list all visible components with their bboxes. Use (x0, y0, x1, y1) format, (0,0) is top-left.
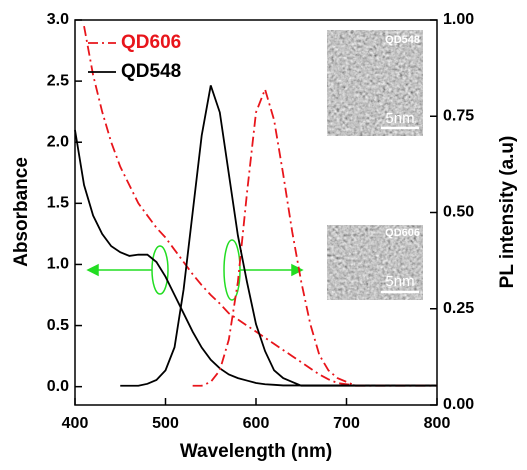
inset-label: QD606 (385, 227, 420, 239)
y-tick-label: 0.5 (47, 317, 69, 334)
x-tick-label: 500 (152, 415, 179, 432)
scale-label: 5nm (385, 273, 414, 290)
legend-label: QD606 (121, 32, 181, 53)
y2-tick-label: 0.50 (443, 204, 474, 221)
ellipse (152, 246, 168, 294)
y-tick-label: 2.0 (47, 133, 69, 150)
y2-tick-label: 0.00 (443, 396, 474, 413)
y-tick-label: 1.0 (47, 256, 69, 273)
x-tick-label: 800 (424, 415, 451, 432)
x-tick-label: 700 (333, 415, 360, 432)
y2-tick-label: 1.00 (443, 11, 474, 28)
y-axis-label: Absorbance (11, 157, 32, 267)
ellipse (224, 240, 240, 300)
x-axis-label: Wavelength (nm) (180, 441, 332, 462)
inset-1: QD548 5nm (327, 30, 423, 136)
legend-label: QD548 (121, 61, 181, 82)
annotation (88, 240, 302, 300)
scale-label: 5nm (385, 110, 414, 127)
y2-tick-label: 0.25 (443, 300, 474, 317)
x-tick-label: 600 (243, 415, 270, 432)
y2-tick-label: 0.75 (443, 107, 474, 124)
chart: QD548 5nm QD606 5nm Wavelength (nm) Abso… (0, 0, 527, 470)
y-tick-label: 0.0 (47, 378, 69, 395)
y-tick-label: 3.0 (47, 11, 69, 28)
inset-label: QD548 (385, 34, 420, 46)
y-tick-label: 1.5 (47, 195, 69, 212)
arrowhead (88, 265, 98, 275)
x-tick-label: 400 (62, 415, 89, 432)
inset-2: QD606 5nm (327, 225, 423, 300)
y2-axis-label: PL intensity (a.u) (497, 136, 518, 289)
y-tick-label: 2.5 (47, 72, 69, 89)
